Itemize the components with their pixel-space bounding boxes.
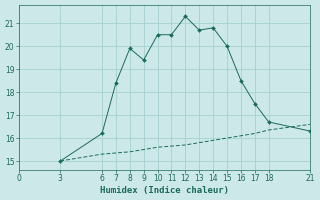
- X-axis label: Humidex (Indice chaleur): Humidex (Indice chaleur): [100, 186, 229, 195]
